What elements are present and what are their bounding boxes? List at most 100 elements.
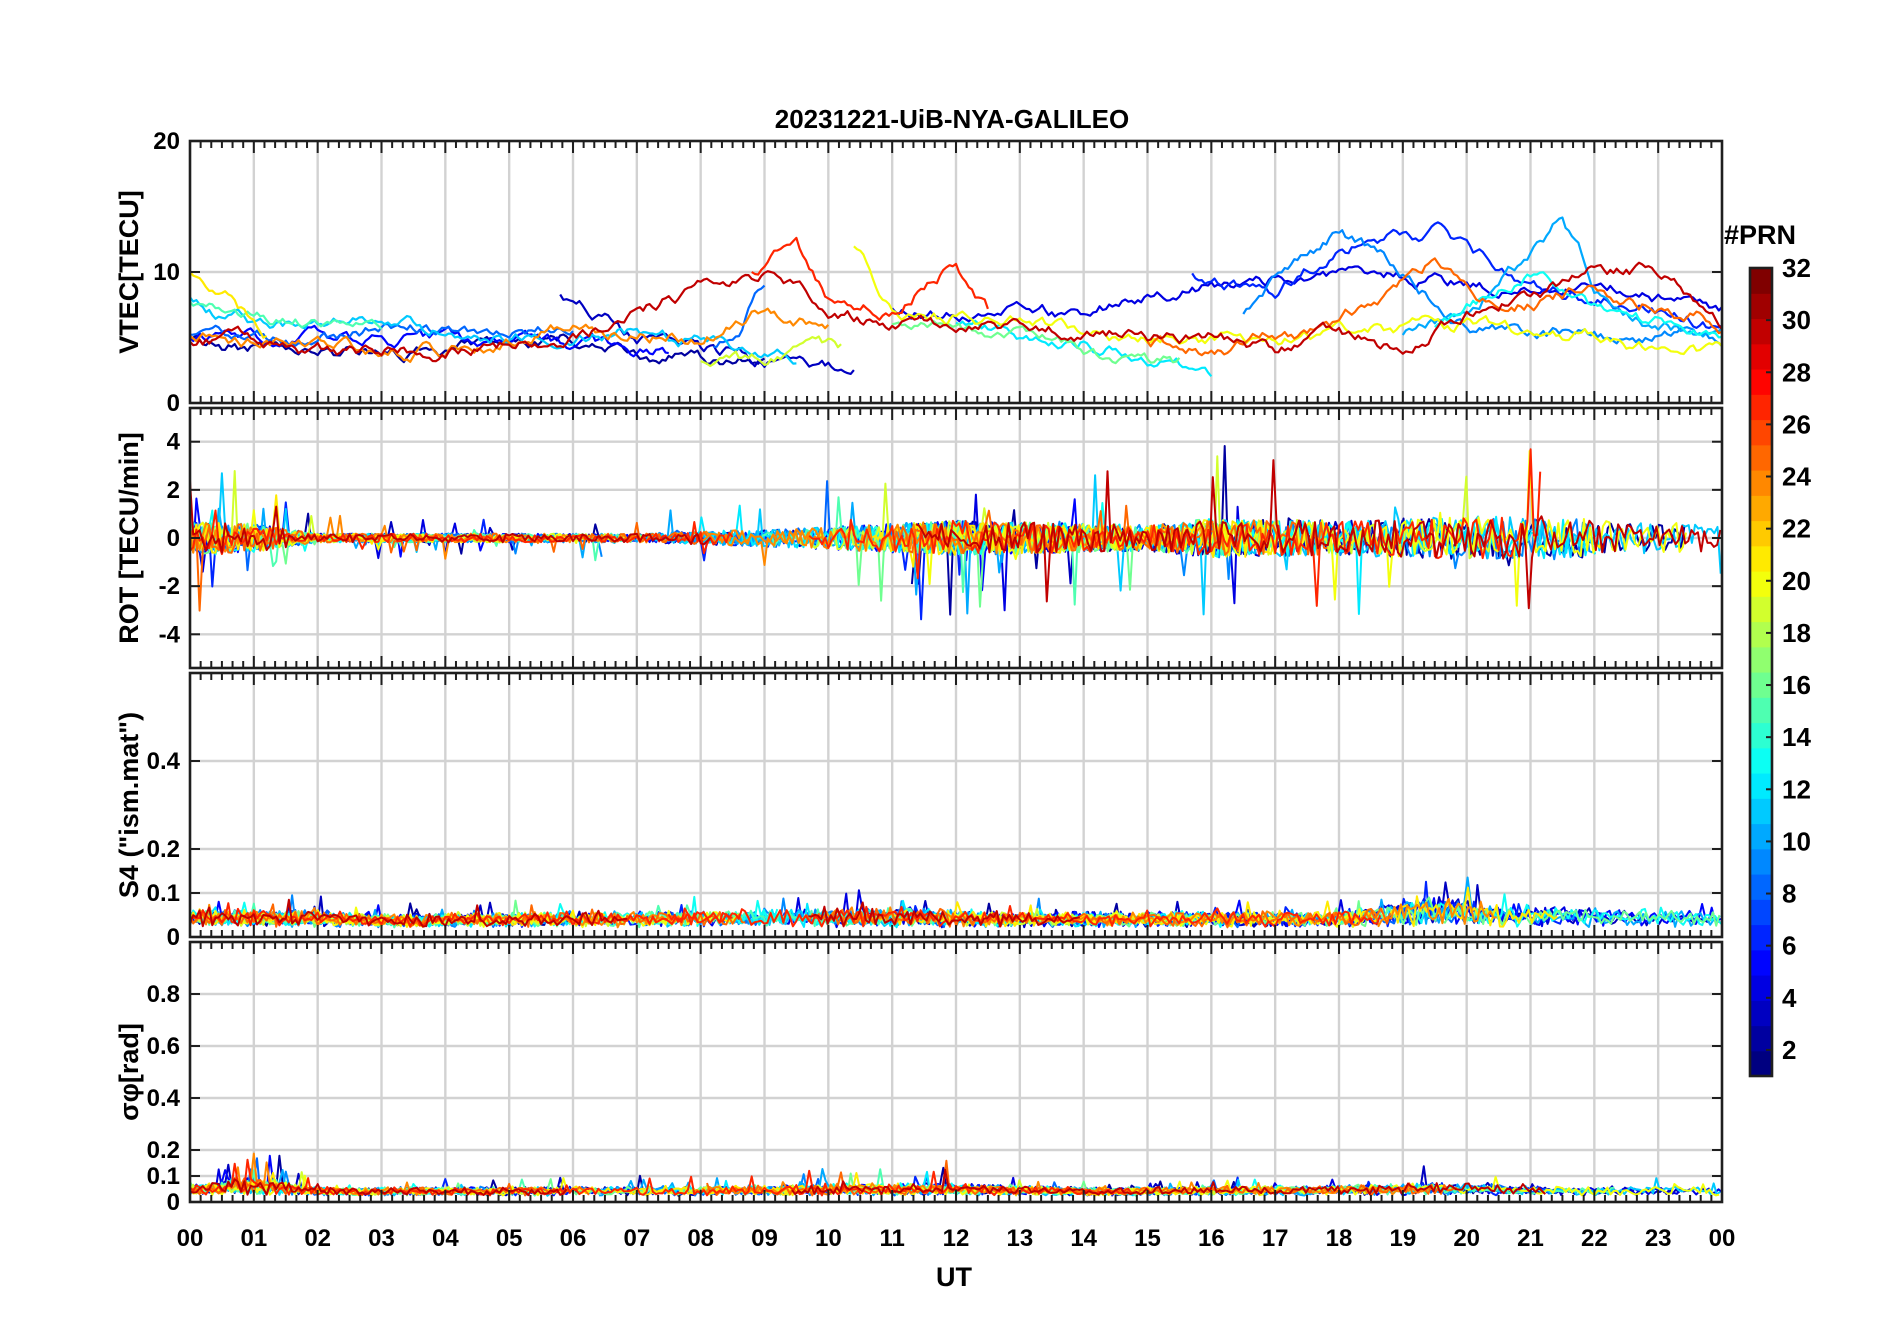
colorbar-band	[1750, 747, 1772, 774]
series-line-prn-30	[190, 480, 711, 554]
grid-s4	[190, 673, 1722, 937]
series-line-prn-25	[706, 1159, 1458, 1197]
x-tick-label: 11	[879, 1225, 904, 1252]
x-tick-label: 18	[1326, 1225, 1353, 1252]
colorbar-tick-label: 24	[1782, 462, 1811, 492]
colorbar-band	[1750, 899, 1772, 926]
y-tick-label: 10	[153, 259, 180, 286]
series-line-prn-30	[190, 261, 1722, 363]
series-line-prn-15	[190, 301, 383, 330]
series-line-prn-16	[891, 320, 1181, 365]
ticks-sigma: 00.10.2 0.4 0.6 0.8	[147, 942, 1723, 1216]
y-axis-label-s4: S4 ("ism.mat")	[114, 712, 144, 898]
colorbar-tick-label: 2	[1782, 1035, 1796, 1065]
y-tick-label: 20	[153, 128, 180, 155]
series-line-prn-24	[698, 520, 1225, 555]
colorbar-band	[1750, 343, 1772, 370]
colorbar-band	[1750, 672, 1772, 698]
series-line-prn-4	[891, 265, 1722, 323]
colorbar-band	[1750, 495, 1772, 522]
y-tick-label: 0	[167, 525, 180, 552]
series-line-prn-27	[190, 902, 733, 928]
series-line-prn-8	[190, 322, 574, 347]
colorbar-band	[1750, 798, 1772, 825]
y-axis-label-vtec: VTEC[TECU]	[114, 190, 144, 354]
colorbar-label: #PRN	[1724, 220, 1796, 250]
series-line-prn-13	[1434, 271, 1722, 339]
colorbar-band	[1750, 571, 1772, 597]
colorbar-band	[1750, 621, 1772, 648]
colorbar-band	[1750, 1025, 1772, 1052]
series-line-prn-9	[1242, 229, 1722, 348]
x-tick-label: 06	[560, 1225, 587, 1252]
y-tick-label: 4	[167, 429, 181, 456]
x-tick-label: 22	[1581, 1225, 1608, 1252]
colorbar-tick-label: 30	[1782, 305, 1811, 335]
series-group-vtec	[190, 216, 1722, 378]
y-tick-label: 0	[167, 390, 180, 417]
colorbar-tick-label: 6	[1782, 931, 1796, 961]
colorbar-band	[1750, 874, 1772, 900]
x-tick-label: 09	[751, 1225, 778, 1252]
colorbar-band	[1750, 444, 1772, 471]
colorbar-tick-label: 22	[1782, 514, 1811, 544]
x-tick-label: 14	[1070, 1225, 1097, 1252]
series-line-prn-6	[1191, 221, 1722, 330]
x-tick-label: 13	[1006, 1225, 1033, 1252]
series-line-prn-30	[190, 1178, 568, 1197]
y-tick-label: 0.4	[147, 1085, 181, 1112]
chart-title: 20231221-UiB-NYA-GALILEO	[775, 104, 1130, 134]
y-tick-label: 2	[167, 477, 180, 504]
colorbar-band	[1750, 394, 1772, 421]
colorbar-band	[1750, 646, 1772, 673]
series-line-prn-30	[808, 901, 1080, 928]
colorbar-band	[1750, 823, 1772, 850]
series-line-prn-24	[190, 307, 830, 363]
colorbar-tick-label: 12	[1782, 774, 1811, 804]
y-tick-label: 0.6	[147, 1033, 180, 1060]
colorbar-band	[1750, 470, 1772, 496]
x-tick-label: 04	[432, 1225, 459, 1252]
x-tick-label: 19	[1389, 1225, 1416, 1252]
x-tick-label: 20	[1453, 1225, 1480, 1252]
series-line-prn-27	[190, 509, 734, 556]
y-tick-label: 0.8	[147, 981, 180, 1008]
y-tick-label: 0	[167, 1189, 180, 1216]
x-tick-label: 12	[943, 1225, 970, 1252]
x-tick-label: 08	[687, 1225, 714, 1252]
y-tick-label: 0.2	[147, 836, 180, 863]
y-tick-label: 0	[167, 924, 180, 951]
colorbar-tick-label: 26	[1782, 409, 1811, 439]
series-line-prn-3	[559, 293, 855, 375]
series-line-prn-12	[955, 319, 1213, 378]
x-tick-label: 02	[304, 1225, 331, 1252]
colorbar-tick-label: 18	[1782, 618, 1811, 648]
ticks-s4: 0 0.1 0.2 0.4	[147, 673, 1723, 951]
colorbar-band	[1750, 848, 1772, 875]
x-axis: 00 01 02 03 04 05 06 07 08 09 10 11 12 13 14 15 16 17 18 19…	[177, 1225, 1736, 1252]
x-tick-label: 10	[815, 1225, 842, 1252]
y-tick-label: -2	[159, 573, 180, 600]
colorbar-tick-label: 10	[1782, 826, 1811, 856]
colorbar-band	[1750, 1050, 1772, 1077]
colorbar-band	[1750, 722, 1772, 749]
series-line-prn-11	[190, 296, 797, 365]
colorbar-band	[1750, 697, 1772, 724]
colorbar-tick-label: 32	[1782, 253, 1811, 283]
colorbar-tick-label: 14	[1782, 722, 1811, 752]
y-tick-label: 0.1	[147, 1163, 180, 1190]
series-line-prn-27	[667, 905, 1382, 928]
colorbar-band	[1750, 419, 1772, 446]
ticks-rot: -4 -2 0 2 4	[159, 408, 1723, 668]
grid-sigma	[190, 942, 1722, 1202]
panel-rot: -4 -2 0 2 4 ROT [TECU/min]	[114, 406, 1724, 670]
x-tick-label: 17	[1262, 1225, 1289, 1252]
x-tick-label: 23	[1645, 1225, 1672, 1252]
colorbar-band	[1750, 520, 1772, 547]
x-tick-label: 16	[1198, 1225, 1225, 1252]
series-group-s4	[190, 876, 1722, 929]
x-tick-label: 21	[1517, 1225, 1544, 1252]
series-line-prn-2	[190, 333, 766, 366]
